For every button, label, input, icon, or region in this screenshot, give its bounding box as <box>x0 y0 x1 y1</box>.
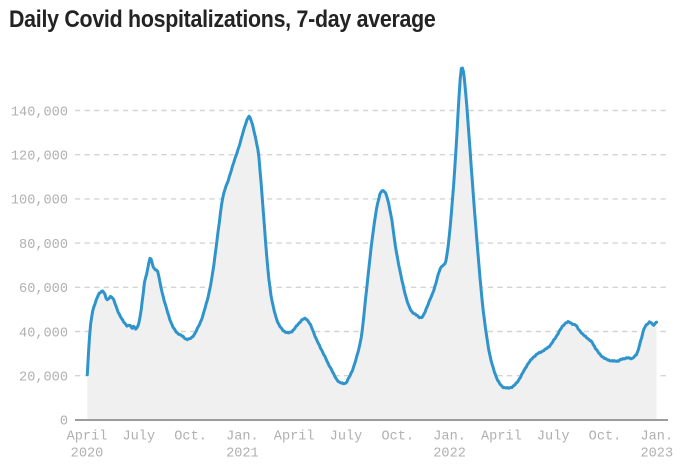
svg-text:Oct.: Oct. <box>381 430 414 445</box>
svg-text:April: April <box>481 430 522 445</box>
svg-text:2022: 2022 <box>433 447 466 462</box>
svg-text:2020: 2020 <box>71 447 104 462</box>
svg-text:80,000: 80,000 <box>19 238 68 253</box>
svg-text:60,000: 60,000 <box>19 282 68 297</box>
svg-text:140,000: 140,000 <box>11 105 68 120</box>
svg-text:Jan.: Jan. <box>640 430 673 445</box>
svg-text:120,000: 120,000 <box>11 150 68 165</box>
svg-text:July: July <box>330 430 363 445</box>
svg-text:2023: 2023 <box>640 447 673 462</box>
svg-text:April: April <box>67 430 108 445</box>
svg-text:20,000: 20,000 <box>19 371 68 386</box>
svg-text:Oct.: Oct. <box>589 430 622 445</box>
svg-text:100,000: 100,000 <box>11 194 68 209</box>
svg-text:Jan.: Jan. <box>433 430 466 445</box>
svg-text:0: 0 <box>60 415 68 430</box>
svg-text:40,000: 40,000 <box>19 326 68 341</box>
svg-text:April: April <box>274 430 315 445</box>
svg-text:Jan.: Jan. <box>226 430 259 445</box>
svg-text:2021: 2021 <box>226 447 259 462</box>
svg-text:Oct.: Oct. <box>174 430 207 445</box>
svg-text:July: July <box>537 430 570 445</box>
svg-text:July: July <box>122 430 155 445</box>
